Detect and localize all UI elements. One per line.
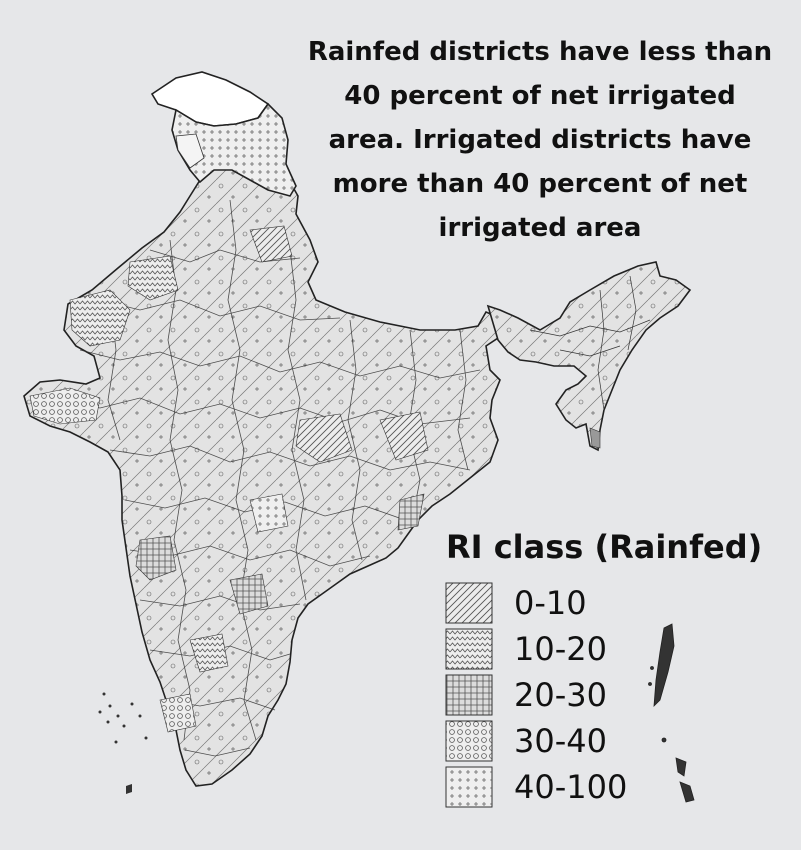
legend-item: 40-100 xyxy=(446,764,627,810)
northeast-region xyxy=(486,261,692,452)
legend-swatch-30-40 xyxy=(445,720,493,762)
legend-swatch-0-10 xyxy=(445,582,493,624)
legend: 0-10 10-20 20-30 30-40 40-100 xyxy=(446,580,627,810)
district-patches xyxy=(29,225,429,733)
legend-swatches xyxy=(445,582,493,808)
headline-line: 40 percent of net irrigated xyxy=(344,81,736,111)
mainland-india xyxy=(23,147,501,787)
no-data-region xyxy=(150,71,270,127)
lakshadweep-islands xyxy=(98,692,148,794)
headline-line: area. Irrigated districts have xyxy=(328,125,752,155)
legend-swatch-20-30 xyxy=(445,674,493,716)
legend-item: 10-20 xyxy=(446,626,627,672)
legend-item: 30-40 xyxy=(446,718,627,764)
legend-title: RI class (Rainfed) xyxy=(446,528,763,566)
northeast-boundaries xyxy=(529,275,651,411)
headline-line: irrigated area xyxy=(438,213,642,243)
legend-label: 20-30 xyxy=(514,676,607,714)
mainland-outline xyxy=(23,147,501,787)
northern-region xyxy=(150,71,297,197)
legend-label: 0-10 xyxy=(514,584,587,622)
legend-label: 10-20 xyxy=(514,630,607,668)
jk-west-patch xyxy=(175,133,205,169)
legend-item: 0-10 xyxy=(446,580,627,626)
jammu-kashmir xyxy=(171,102,297,197)
legend-swatch-40-100 xyxy=(445,766,493,808)
headline-line: Rainfed districts have less than xyxy=(307,37,773,67)
legend-swatch-10-20 xyxy=(445,628,493,670)
headline-line: more than 40 percent of net xyxy=(332,169,748,199)
legend-item: 20-30 xyxy=(446,672,627,718)
northeast-patch xyxy=(589,427,601,449)
legend-label: 40-100 xyxy=(514,768,628,806)
legend-label: 30-40 xyxy=(514,722,607,760)
andaman-nicobar-islands xyxy=(648,623,695,803)
headline: Rainfed districts have less than 40 perc… xyxy=(290,30,790,250)
